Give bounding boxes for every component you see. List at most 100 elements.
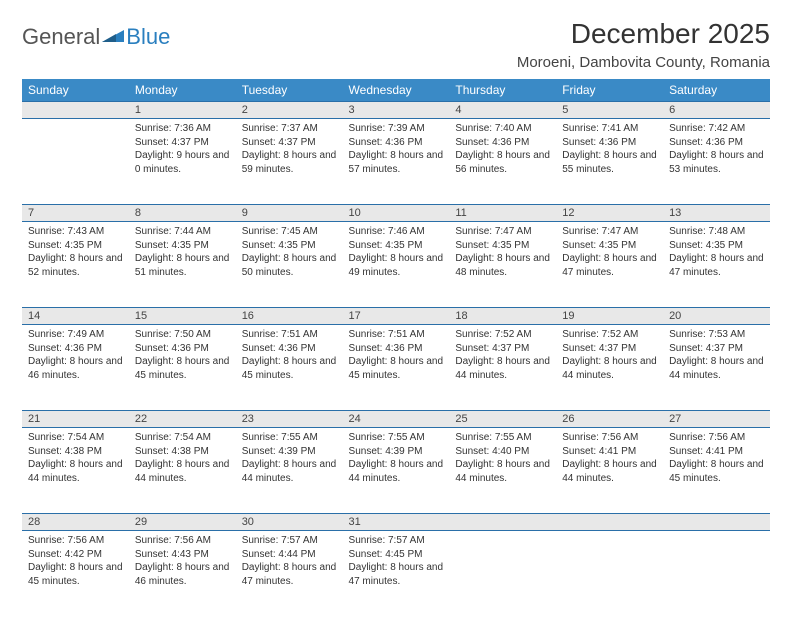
sunrise-line: Sunrise: 7:55 AM — [349, 431, 444, 445]
col-header: Sunday — [22, 79, 129, 102]
day-number-cell — [449, 514, 556, 531]
day-number-cell: 2 — [236, 102, 343, 119]
sunrise-line: Sunrise: 7:47 AM — [562, 225, 657, 239]
col-header: Saturday — [663, 79, 770, 102]
day-cell-content: Sunrise: 7:41 AMSunset: 4:36 PMDaylight:… — [556, 119, 663, 182]
daylight-line: Daylight: 8 hours and 47 minutes. — [669, 252, 764, 279]
daylight-line: Daylight: 8 hours and 47 minutes. — [562, 252, 657, 279]
day-number-cell — [22, 102, 129, 119]
day-cell-content: Sunrise: 7:57 AMSunset: 4:45 PMDaylight:… — [343, 531, 450, 594]
day-cell-content: Sunrise: 7:47 AMSunset: 4:35 PMDaylight:… — [449, 222, 556, 285]
day-cell — [663, 531, 770, 617]
day-number-cell: 19 — [556, 308, 663, 325]
sunrise-line: Sunrise: 7:50 AM — [135, 328, 230, 342]
daylight-line: Daylight: 8 hours and 45 minutes. — [669, 458, 764, 485]
sunrise-line: Sunrise: 7:52 AM — [455, 328, 550, 342]
sunset-line: Sunset: 4:37 PM — [455, 342, 550, 356]
logo: General Blue — [22, 24, 170, 50]
daylight-line: Daylight: 8 hours and 52 minutes. — [28, 252, 123, 279]
sunset-line: Sunset: 4:42 PM — [28, 548, 123, 562]
day-number-cell: 5 — [556, 102, 663, 119]
day-number-cell: 1 — [129, 102, 236, 119]
day-cell: Sunrise: 7:53 AMSunset: 4:37 PMDaylight:… — [663, 325, 770, 411]
sunset-line: Sunset: 4:41 PM — [562, 445, 657, 459]
day-cell: Sunrise: 7:46 AMSunset: 4:35 PMDaylight:… — [343, 222, 450, 308]
day-cell: Sunrise: 7:47 AMSunset: 4:35 PMDaylight:… — [449, 222, 556, 308]
day-cell-content: Sunrise: 7:39 AMSunset: 4:36 PMDaylight:… — [343, 119, 450, 182]
day-cell-content: Sunrise: 7:50 AMSunset: 4:36 PMDaylight:… — [129, 325, 236, 388]
day-cell: Sunrise: 7:40 AMSunset: 4:36 PMDaylight:… — [449, 119, 556, 205]
daylight-line: Daylight: 8 hours and 47 minutes. — [349, 561, 444, 588]
sunrise-line: Sunrise: 7:47 AM — [455, 225, 550, 239]
day-cell: Sunrise: 7:57 AMSunset: 4:45 PMDaylight:… — [343, 531, 450, 617]
day-cell: Sunrise: 7:55 AMSunset: 4:39 PMDaylight:… — [343, 428, 450, 514]
day-cell-content: Sunrise: 7:45 AMSunset: 4:35 PMDaylight:… — [236, 222, 343, 285]
day-cell-content: Sunrise: 7:49 AMSunset: 4:36 PMDaylight:… — [22, 325, 129, 388]
daylight-line: Daylight: 8 hours and 44 minutes. — [349, 458, 444, 485]
sunset-line: Sunset: 4:37 PM — [562, 342, 657, 356]
logo-text-general: General — [22, 24, 100, 50]
day-data-row: Sunrise: 7:43 AMSunset: 4:35 PMDaylight:… — [22, 222, 770, 308]
day-number-cell: 14 — [22, 308, 129, 325]
day-cell: Sunrise: 7:56 AMSunset: 4:43 PMDaylight:… — [129, 531, 236, 617]
sunrise-line: Sunrise: 7:55 AM — [455, 431, 550, 445]
daylight-line: Daylight: 8 hours and 45 minutes. — [242, 355, 337, 382]
sunrise-line: Sunrise: 7:36 AM — [135, 122, 230, 136]
sunset-line: Sunset: 4:36 PM — [455, 136, 550, 150]
sunrise-line: Sunrise: 7:56 AM — [28, 534, 123, 548]
day-cell: Sunrise: 7:42 AMSunset: 4:36 PMDaylight:… — [663, 119, 770, 205]
sunrise-line: Sunrise: 7:44 AM — [135, 225, 230, 239]
col-header: Wednesday — [343, 79, 450, 102]
sunset-line: Sunset: 4:39 PM — [242, 445, 337, 459]
day-cell-content: Sunrise: 7:55 AMSunset: 4:40 PMDaylight:… — [449, 428, 556, 491]
daylight-line: Daylight: 8 hours and 44 minutes. — [562, 355, 657, 382]
day-number-row: 14151617181920 — [22, 308, 770, 325]
day-cell-content: Sunrise: 7:37 AMSunset: 4:37 PMDaylight:… — [236, 119, 343, 182]
day-cell-content: Sunrise: 7:56 AMSunset: 4:41 PMDaylight:… — [556, 428, 663, 491]
sunset-line: Sunset: 4:43 PM — [135, 548, 230, 562]
day-header-row: Sunday Monday Tuesday Wednesday Thursday… — [22, 79, 770, 102]
sunrise-line: Sunrise: 7:45 AM — [242, 225, 337, 239]
sunset-line: Sunset: 4:39 PM — [349, 445, 444, 459]
daylight-line: Daylight: 8 hours and 51 minutes. — [135, 252, 230, 279]
day-data-row: Sunrise: 7:36 AM Sunset: 4:37 PM Daylight:… — [22, 119, 770, 205]
sunset-line: Sunset: 4:35 PM — [669, 239, 764, 253]
sunset-line: Sunset: 4:44 PM — [242, 548, 337, 562]
day-number-cell: 31 — [343, 514, 450, 531]
daylight-line: Daylight: 8 hours and 44 minutes. — [455, 458, 550, 485]
day-cell: Sunrise: 7:45 AMSunset: 4:35 PMDaylight:… — [236, 222, 343, 308]
day-number-row: 28293031 — [22, 514, 770, 531]
day-cell — [449, 531, 556, 617]
day-number-cell: 8 — [129, 205, 236, 222]
sunrise-line: Sunrise: 7:53 AM — [669, 328, 764, 342]
daylight-line: Daylight: 8 hours and 45 minutes. — [135, 355, 230, 382]
logo-flag-icon — [102, 28, 124, 46]
sunset-line: Sunset: 4:35 PM — [562, 239, 657, 253]
daylight-line: Daylight: 8 hours and 44 minutes. — [669, 355, 764, 382]
sunrise-line: Sunrise: 7:46 AM — [349, 225, 444, 239]
day-cell: Sunrise: 7:37 AMSunset: 4:37 PMDaylight:… — [236, 119, 343, 205]
day-data-row: Sunrise: 7:49 AMSunset: 4:36 PMDaylight:… — [22, 325, 770, 411]
sunrise-line: Sunrise: 7:49 AM — [28, 328, 123, 342]
daylight-line: Daylight: 8 hours and 45 minutes. — [28, 561, 123, 588]
day-cell: Sunrise: 7:49 AMSunset: 4:36 PMDaylight:… — [22, 325, 129, 411]
col-header: Thursday — [449, 79, 556, 102]
day-cell-content: Sunrise: 7:40 AMSunset: 4:36 PMDaylight:… — [449, 119, 556, 182]
sunset-line: Sunset: 4:41 PM — [669, 445, 764, 459]
day-number-cell: 16 — [236, 308, 343, 325]
day-cell: Sunrise: 7:56 AMSunset: 4:41 PMDaylight:… — [556, 428, 663, 514]
daylight-line: Daylight: 8 hours and 44 minutes. — [455, 355, 550, 382]
daylight-line: Daylight: 8 hours and 49 minutes. — [349, 252, 444, 279]
sunset-line: Sunset: 4:45 PM — [349, 548, 444, 562]
sunset-line: Sunset: 4:35 PM — [349, 239, 444, 253]
sunrise-line: Sunrise: 7:37 AM — [242, 122, 337, 136]
day-number-cell: 10 — [343, 205, 450, 222]
sunrise-line: Sunrise: 7:41 AM — [562, 122, 657, 136]
day-cell-content: Sunrise: 7:56 AMSunset: 4:43 PMDaylight:… — [129, 531, 236, 594]
day-number-cell: 18 — [449, 308, 556, 325]
daylight-line: Daylight: 9 hours and 0 minutes. — [135, 149, 230, 176]
daylight-line: Daylight: 8 hours and 56 minutes. — [455, 149, 550, 176]
sunrise-line: Sunrise: 7:42 AM — [669, 122, 764, 136]
sunset-line: Sunset: 4:40 PM — [455, 445, 550, 459]
sunset-line: Sunset: 4:37 PM — [242, 136, 337, 150]
